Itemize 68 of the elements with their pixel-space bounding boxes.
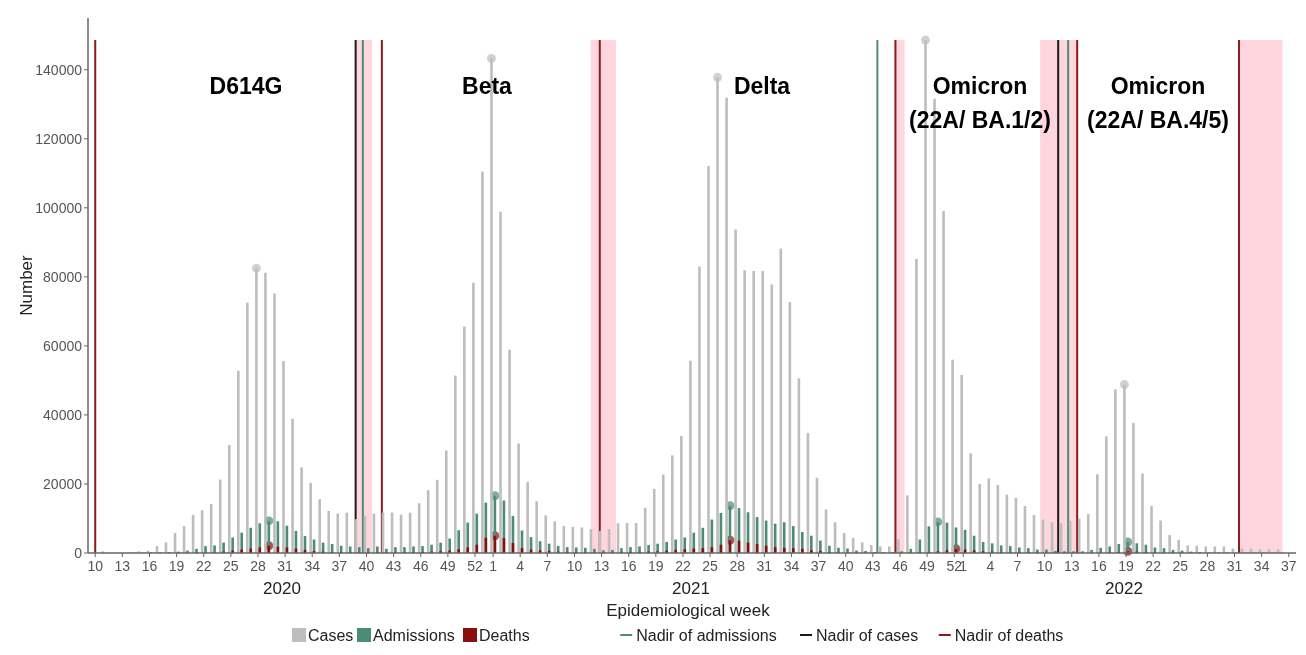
- y-tick-label: 60000: [43, 337, 83, 354]
- x-tick-label: 25: [223, 558, 239, 574]
- annotation: Beta: [462, 73, 513, 99]
- x-tick-label: 31: [756, 558, 773, 574]
- x-tick-label: 49: [440, 558, 456, 574]
- annotation: Delta: [733, 73, 791, 99]
- annotation: Omicron (22A/ BA.4/5): [1087, 73, 1229, 133]
- x-tick-label: 16: [141, 558, 158, 574]
- x-tick-label: 31: [1226, 558, 1243, 574]
- x-tick-label: 19: [648, 558, 664, 574]
- x-tick-label: 40: [358, 558, 375, 574]
- x-tick-label: 43: [865, 558, 881, 574]
- x-tick-label: 10: [1036, 558, 1053, 574]
- x-tick-label: 43: [385, 558, 402, 574]
- x-tick-label: 7: [1013, 558, 1022, 574]
- x-tick-label: 31: [277, 558, 294, 574]
- x-tick-label: 10: [87, 558, 104, 574]
- annotation: D614G: [209, 73, 283, 99]
- x-tick-label: 13: [1063, 558, 1080, 574]
- text: 2020: [263, 579, 301, 598]
- x-tick-label: 34: [1253, 558, 1270, 574]
- y-tick-label: 140000: [35, 61, 83, 78]
- x-tick-label: 10: [566, 558, 583, 574]
- x-tick-label: 28: [729, 558, 746, 574]
- text: Nadir of admissions: [636, 627, 777, 644]
- x-tick-label: 4: [516, 558, 525, 574]
- y-tick-label: 20000: [43, 475, 83, 492]
- text: 2022: [1105, 579, 1143, 598]
- x-tick-label: 25: [1172, 558, 1189, 574]
- legend-label: Deaths: [479, 627, 530, 644]
- x-tick-label: 40: [837, 558, 854, 574]
- y-tick-label: 120000: [35, 130, 83, 147]
- x-tick-label: 49: [919, 558, 936, 574]
- x-tick-label: 22: [195, 558, 212, 574]
- x-tick-label: 34: [304, 558, 321, 574]
- x-tick-label: 37: [1280, 558, 1297, 574]
- x-tick-label: 16: [620, 558, 637, 574]
- x-tick-label: 37: [331, 558, 348, 574]
- annotation: Omicron (22A/ BA.1/2): [909, 73, 1051, 133]
- text: Nadir of deaths: [954, 627, 1064, 644]
- y-axis-title: Number: [17, 254, 36, 316]
- x-axis-title: Epidemiological week: [606, 601, 771, 620]
- x-tick-label: 28: [1199, 558, 1216, 574]
- x-tick-label: 1: [489, 558, 498, 574]
- legend-label: Cases: [308, 627, 354, 644]
- x-tick-label: 13: [114, 558, 131, 574]
- x-tick-label: 19: [168, 558, 185, 574]
- y-tick-label: 80000: [43, 268, 83, 285]
- x-tick-label: 34: [783, 558, 800, 574]
- x-tick-label: 16: [1091, 558, 1107, 574]
- x-tick-label: 4: [986, 558, 995, 574]
- x-tick-label: 22: [675, 558, 691, 574]
- x-tick-label: 46: [412, 558, 429, 574]
- y-tick-label: 0: [74, 545, 83, 561]
- x-tick-label: 37: [810, 558, 827, 574]
- y-tick-label: 40000: [43, 406, 83, 423]
- x-tick-label: 7: [543, 558, 552, 574]
- x-tick-label: 19: [1118, 558, 1135, 574]
- legend-label: Admissions: [373, 627, 455, 644]
- x-tick-label: 22: [1145, 558, 1162, 574]
- x-tick-label: 25: [702, 558, 719, 574]
- y-tick-label: 100000: [35, 199, 83, 216]
- x-tick-label: 52: [467, 558, 483, 574]
- text: 2021: [672, 579, 710, 598]
- text: Nadir of cases: [816, 627, 919, 644]
- x-tick-label: 28: [250, 558, 266, 574]
- x-tick-label: 13: [593, 558, 610, 574]
- x-tick-label: 46: [892, 558, 908, 574]
